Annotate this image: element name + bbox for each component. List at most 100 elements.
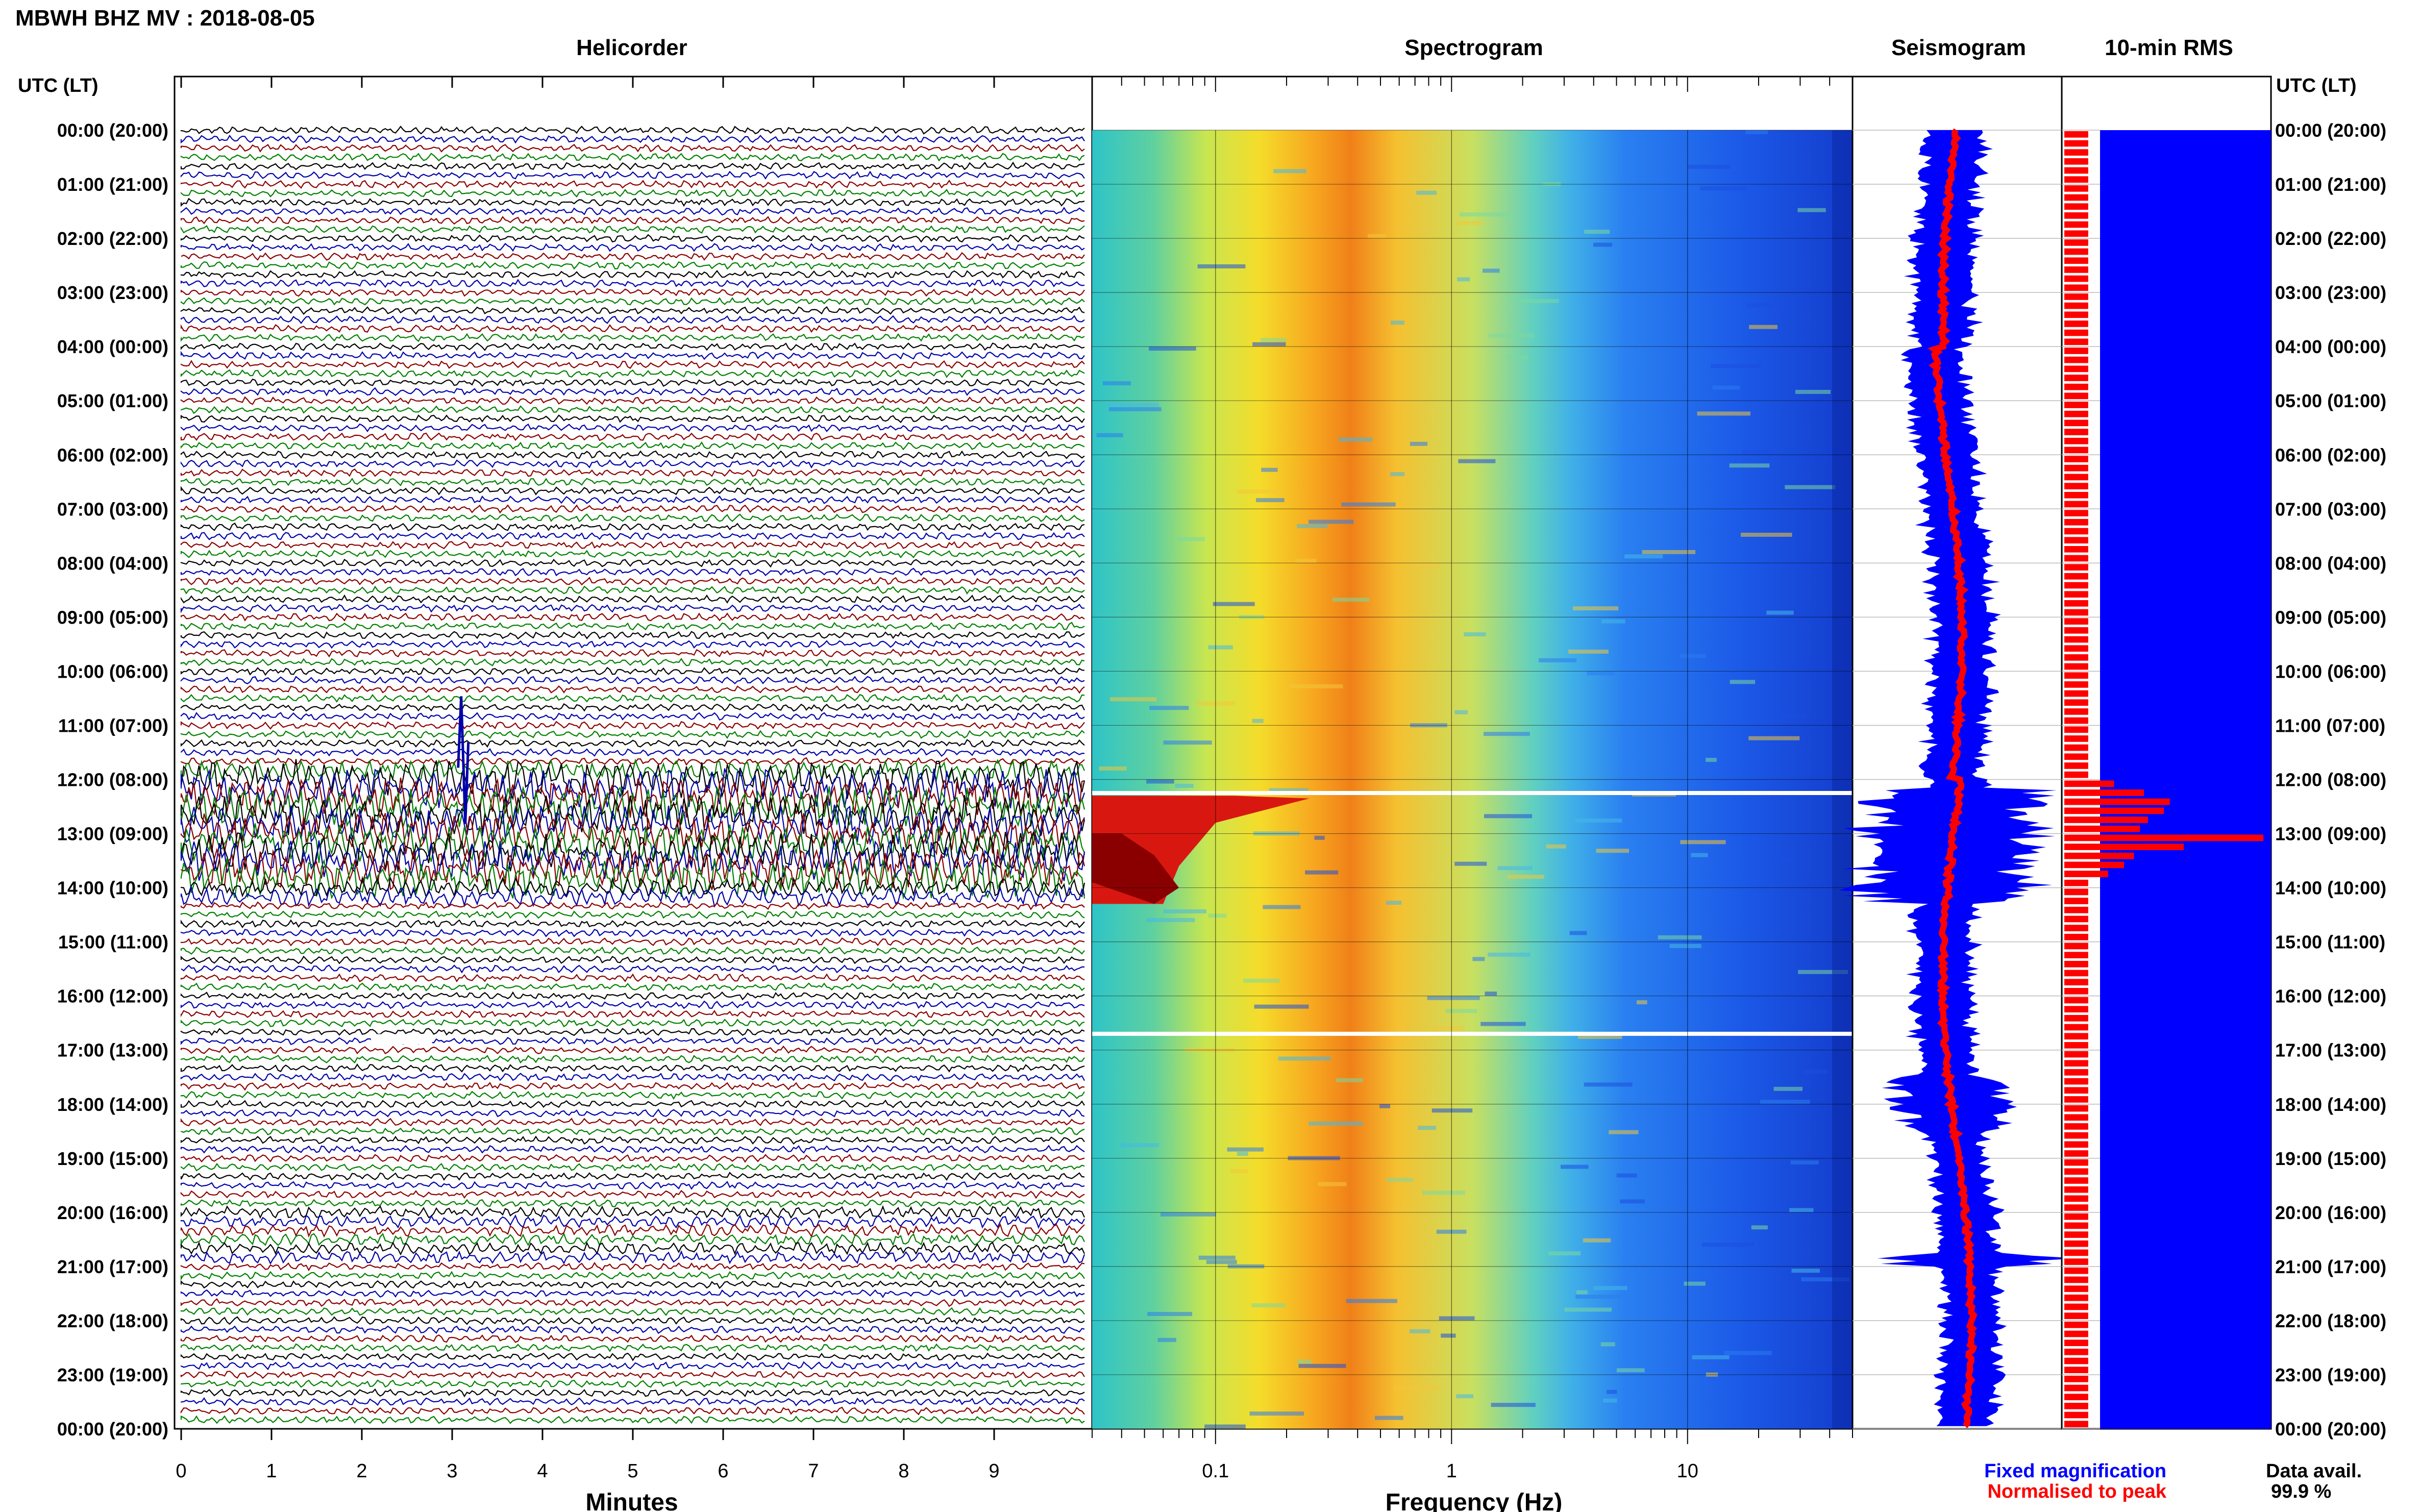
- helicorder-trace: [180, 955, 1085, 964]
- spectrogram-streak: [1273, 169, 1306, 173]
- rms-bar: [2064, 1294, 2088, 1301]
- rms-bar: [2064, 1213, 2088, 1220]
- rms-bar: [2064, 645, 2088, 652]
- spectrogram-streak: [1163, 740, 1212, 745]
- spectrogram-streak: [1484, 814, 1533, 819]
- time-tick-right: 17:00 (13:00): [2275, 1040, 2386, 1061]
- rms-bar: [2064, 1367, 2088, 1373]
- spectrogram-streak: [1798, 970, 1848, 974]
- spectrogram-streak: [1746, 303, 1788, 308]
- rms-bar: [2064, 1186, 2088, 1193]
- helicorder-trace: [180, 1205, 1085, 1219]
- helicorder-panel: 0 1 2 3 4 5 6 7 8 9: [174, 76, 1093, 1482]
- time-tick-left: 21:00 (17:00): [57, 1256, 168, 1277]
- helicorder-trace: [180, 170, 1085, 180]
- helicorder-trace: [180, 522, 1085, 531]
- time-tick-left: 02:00 (22:00): [57, 228, 168, 249]
- rms-bar: [2064, 311, 2088, 318]
- helicorder-trace: [180, 1361, 1085, 1371]
- helicorder-trace: [180, 1099, 1085, 1108]
- spectrogram-streak: [1620, 1199, 1645, 1204]
- spectrogram-streak: [1147, 1311, 1193, 1316]
- time-tick-left: 16:00 (12:00): [57, 986, 168, 1007]
- helicorder-trace: [180, 910, 1085, 919]
- rms-bar: [2064, 257, 2088, 264]
- rms-bar: [2064, 338, 2088, 345]
- rms-bar: [2064, 1150, 2088, 1157]
- time-tick-right: 00:00 (20:00): [2275, 1419, 2386, 1440]
- spectrogram-streak: [1441, 1333, 1456, 1338]
- spectrogram-gap-line: [1092, 791, 1853, 796]
- spectrogram-streak: [1789, 1208, 1814, 1212]
- spectrogram-streak: [1701, 1243, 1755, 1247]
- rms-bar: [2064, 952, 2088, 958]
- helicorder-trace: [180, 1189, 1085, 1199]
- seismogram-title: Seismogram: [1891, 35, 2026, 60]
- helicorder-trace: [180, 693, 1085, 703]
- spectrogram-streak: [1692, 1355, 1730, 1359]
- helicorder-ticks: 0 1 2 3 4 5 6 7 8 9: [176, 77, 1000, 1482]
- spectrogram-streak: [1252, 718, 1264, 723]
- spectrogram-streak: [1149, 706, 1189, 710]
- rms-bar: [2064, 158, 2088, 165]
- rms-bar: [2064, 528, 2088, 535]
- rms-bar: [2064, 510, 2088, 516]
- helicorder-trace: [180, 549, 1085, 559]
- helicorder-trace: [180, 134, 1085, 144]
- rms-bar: [2064, 275, 2088, 282]
- spectrogram-streak: [1161, 1212, 1216, 1217]
- rms-fixed-fill: [2100, 130, 2271, 1429]
- spectrogram-streak: [1208, 645, 1233, 650]
- spectrogram-gap-line: [1092, 1031, 1853, 1036]
- spectrogram-streak: [1711, 364, 1762, 368]
- rms-bar: [2064, 348, 2088, 354]
- rms-bar: [2064, 429, 2088, 435]
- spectrogram-streak: [1575, 818, 1622, 823]
- time-tick-right: 00:00 (20:00): [2275, 120, 2386, 141]
- spectrogram-streak: [1584, 1082, 1633, 1087]
- spectrogram-streak: [1336, 1078, 1363, 1082]
- spectrogram-streak: [1099, 766, 1127, 771]
- helicorder-trace: [180, 279, 1085, 288]
- helicorder-trace: [180, 1232, 1085, 1247]
- spectrogram-streak: [1801, 1277, 1849, 1282]
- time-tick-right: 19:00 (15:00): [2275, 1148, 2386, 1169]
- spectrogram-streak: [1368, 234, 1386, 238]
- spectrogram-streak: [1197, 264, 1246, 268]
- helicorder-trace: [180, 180, 1085, 189]
- rms-bar: [2064, 518, 2088, 526]
- time-tick-right: 23:00 (19:00): [2275, 1365, 2386, 1385]
- helicorder-trace: [180, 540, 1085, 550]
- spectrogram-streak: [1237, 489, 1282, 494]
- rms-bar: [2064, 375, 2088, 381]
- time-tick-left: 18:00 (14:00): [57, 1094, 168, 1115]
- spectrogram-streak: [1374, 1416, 1403, 1420]
- rms-bar: [2064, 771, 2088, 778]
- time-tick-left: 11:00 (07:00): [58, 715, 168, 736]
- spectrogram-streak: [1096, 433, 1123, 437]
- spectrogram-streak: [1697, 411, 1750, 416]
- spectrogram-streak: [1488, 952, 1531, 957]
- spectrogram-streak: [1760, 1100, 1810, 1104]
- spectrogram-streak: [1561, 1164, 1589, 1169]
- time-tick-left: 06:00 (02:00): [57, 444, 168, 465]
- spectrogram-streak: [1308, 519, 1354, 524]
- spectrogram-streak: [1636, 1000, 1647, 1005]
- spectrogram-streak: [1305, 870, 1339, 875]
- spectrogram-streak: [1106, 403, 1159, 407]
- rms-bar: [2064, 555, 2088, 562]
- time-tick-left: 23:00 (19:00): [57, 1365, 168, 1385]
- spectrogram-streak: [1669, 944, 1701, 948]
- helicorder-trace: [180, 1316, 1085, 1325]
- helicorder-trace: [180, 288, 1085, 297]
- helicorder-trace: [180, 559, 1085, 568]
- time-tick-right: 13:00 (09:00): [2275, 824, 2386, 845]
- spectrogram-streak: [1773, 1086, 1803, 1091]
- rms-bar: [2064, 167, 2088, 174]
- spectrogram-streak: [1227, 1147, 1264, 1152]
- helicorder-trace: [180, 991, 1085, 1001]
- rms-bar: [2064, 898, 2088, 904]
- minute-tick-label: 1: [266, 1460, 277, 1482]
- rms-bar: [2064, 807, 2164, 814]
- helicorder-trace: [180, 748, 1084, 757]
